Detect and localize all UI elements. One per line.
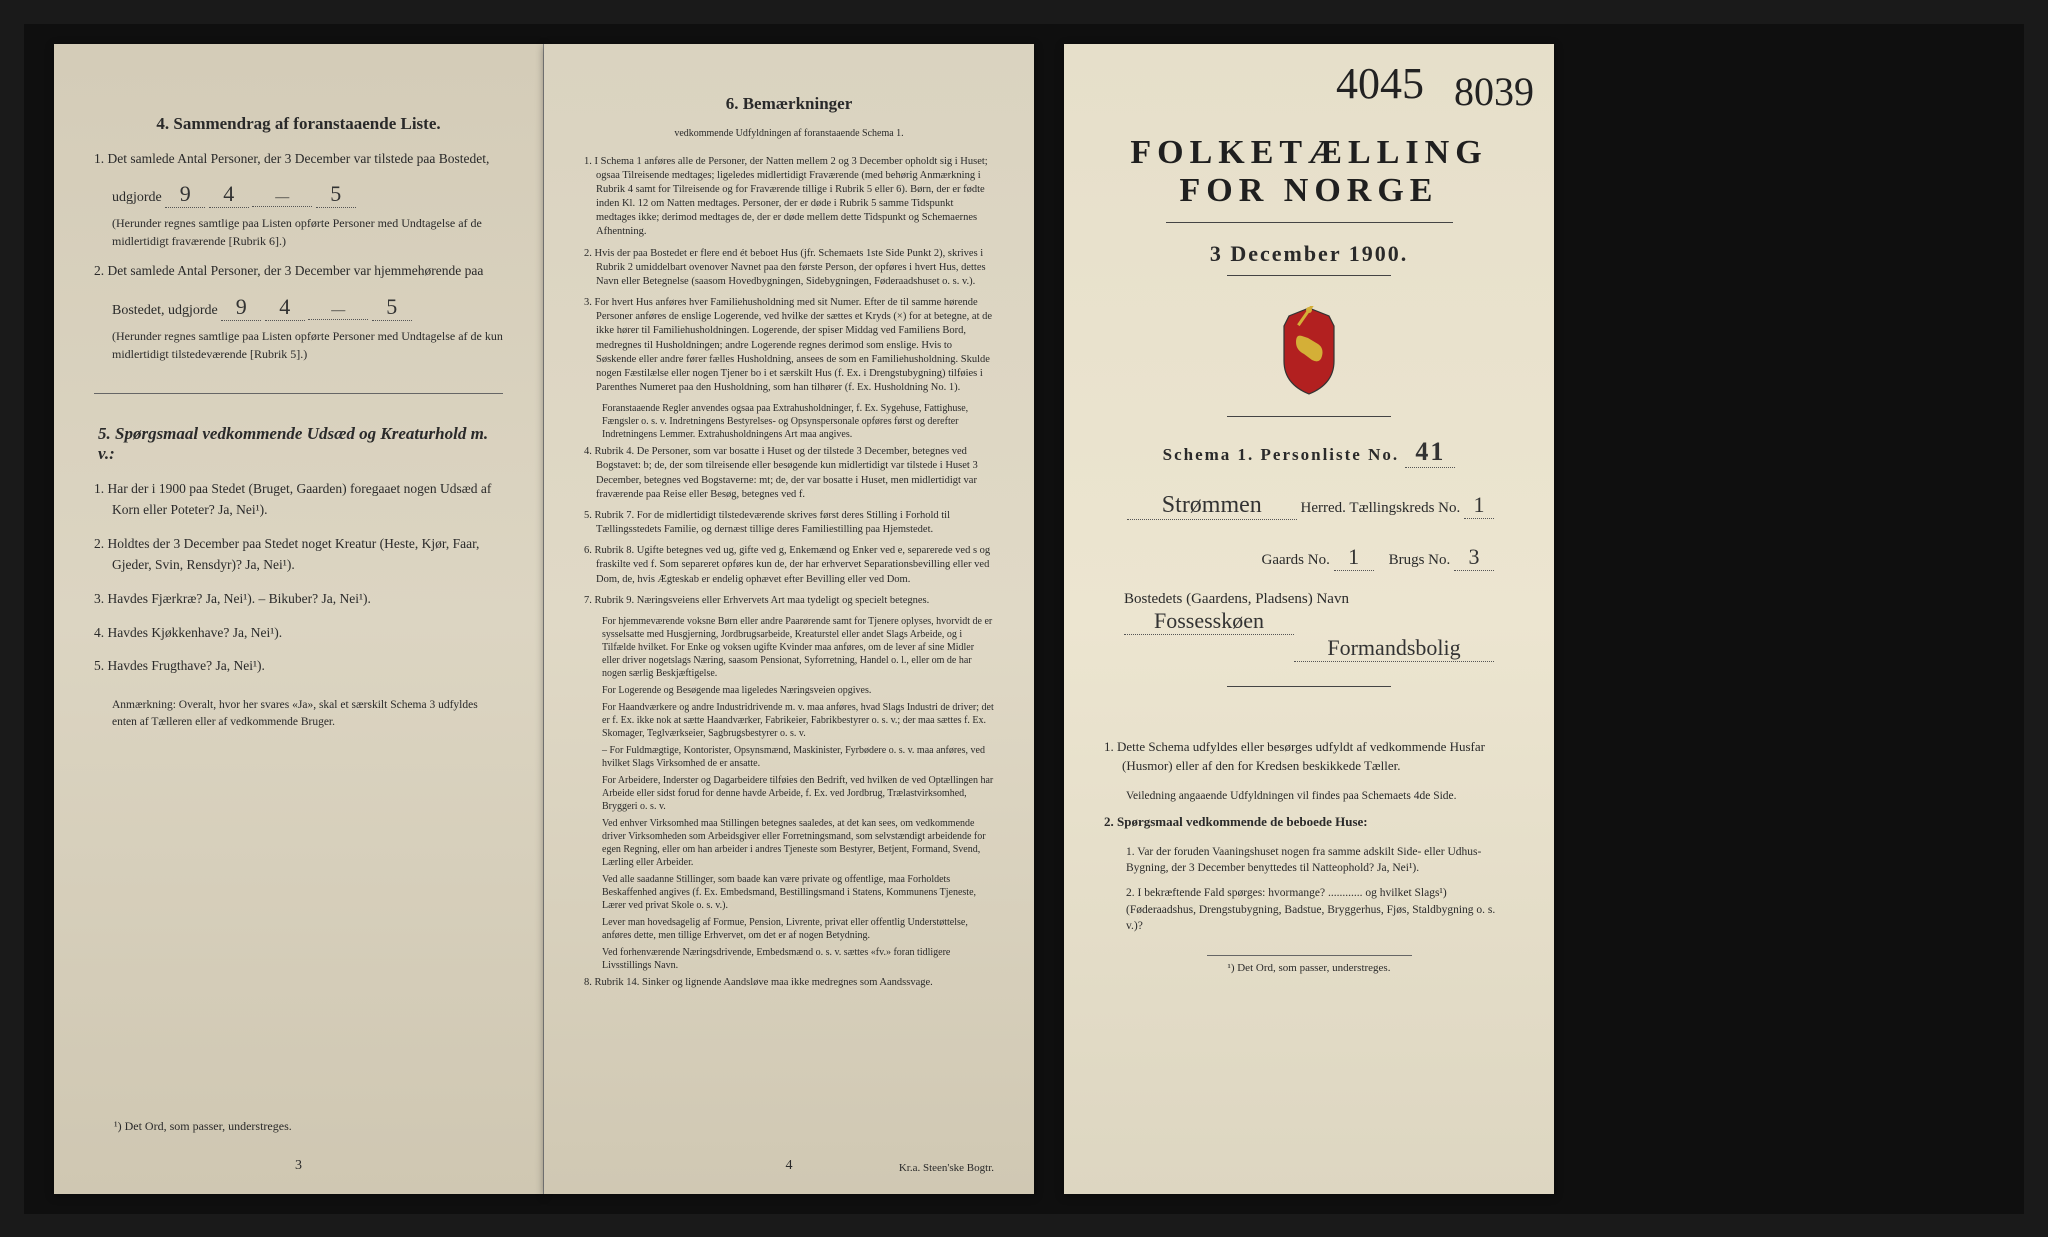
- hw-gaards-no: 1: [1334, 544, 1374, 571]
- footnote-right: ¹) Det Ord, som passer, understreges.: [1104, 962, 1514, 974]
- census-date: 3 December 1900.: [1104, 241, 1514, 267]
- q3-fjaerkrae: 3. Havdes Fjærkræ? Ja, Nei¹). – Bikuber?…: [94, 588, 503, 610]
- instruction-2-2: 2. I bekræftende Fald spørges: hvormange…: [1126, 885, 1514, 935]
- hw-annotation-8039: 8039: [1454, 68, 1534, 115]
- page-3-summary: 4. Sammendrag af foranstaaende Liste. 1.…: [54, 44, 544, 1194]
- schema-line: Schema 1. Personliste No. 41: [1104, 437, 1514, 468]
- section-5-heading: 5. Spørgsmaal vedkommende Udsæd og Kreat…: [98, 424, 503, 464]
- note-7h: Ved alle saadanne Stillinger, som baade …: [602, 873, 994, 912]
- note-7i: Lever man hovedsagelig af Formue, Pensio…: [602, 916, 994, 942]
- q2-kreatur: 2. Holdtes der 3 December paa Stedet nog…: [94, 533, 503, 576]
- page-4-bemaerkninger: 6. Bemærkninger vedkommende Udfyldningen…: [544, 44, 1034, 1194]
- note-7e: – For Fuldmægtige, Kontorister, Opsynsmæ…: [602, 744, 994, 770]
- census-title: FOLKETÆLLING FOR NORGE: [1104, 134, 1514, 210]
- q5-frugthave: 5. Havdes Frugthave? Ja, Nei¹).: [94, 655, 503, 677]
- hw-count-1b: 4: [209, 181, 249, 208]
- schema-label: Schema 1. Personliste No.: [1163, 445, 1400, 464]
- note-2: 2. Hvis der paa Bostedet er flere end ét…: [584, 247, 994, 290]
- gaards-label: Gaards No.: [1262, 552, 1330, 568]
- hw-count-2a: 9: [221, 294, 261, 321]
- hw-bosted-1: Fossesskøen: [1124, 608, 1294, 635]
- herred-label: Herred. Tællingskreds No.: [1301, 500, 1461, 516]
- section-6-heading: 6. Bemærkninger: [584, 94, 994, 114]
- instruction-2: 2. Spørgsmaal vedkommende de beboede Hus…: [1104, 812, 1514, 832]
- section-4-heading: 4. Sammendrag af foranstaaende Liste.: [94, 114, 503, 134]
- note-1: 1. I Schema 1 anføres alle de Personer, …: [584, 155, 994, 240]
- hw-brugs-no: 3: [1454, 544, 1494, 571]
- page-number-3: 3: [295, 1158, 302, 1174]
- q4-kjokkenhave: 4. Havdes Kjøkkenhave? Ja, Nei¹).: [94, 622, 503, 644]
- hw-bosted-2: Formandsbolig: [1294, 635, 1494, 662]
- note-5: 5. Rubrik 7. For de midlertidigt tilsted…: [584, 509, 994, 537]
- q1-udsaed: 1. Har der i 1900 paa Stedet (Bruget, Ga…: [94, 478, 503, 521]
- item-1-prefix: udgjorde: [112, 190, 162, 205]
- anmaerkning: Anmærkning: Overalt, hvor her svares «Ja…: [112, 697, 503, 732]
- note-7f: For Arbeidere, Inderster og Dagarbeidere…: [602, 774, 994, 813]
- item-2-hjemmehorende: 2. Det samlede Antal Personer, der 3 Dec…: [94, 260, 503, 282]
- note-4: 4. Rubrik 4. De Personer, som var bosatt…: [584, 445, 994, 502]
- section-6-subtitle: vedkommende Udfyldningen af foranstaaend…: [584, 128, 994, 139]
- note-6: 6. Rubrik 8. Ugifte betegnes ved ug, gif…: [584, 544, 994, 587]
- note-3: 3. For hvert Hus anføres hver Familiehus…: [584, 296, 994, 395]
- hw-count-2b: 4: [265, 294, 305, 321]
- hw-count-1a: 9: [165, 181, 205, 208]
- note-8: 8. Rubrik 14. Sinker og lignende Aandslø…: [584, 976, 994, 990]
- bosted-line: Bostedets (Gaardens, Pladsens) Navn Foss…: [1124, 591, 1494, 635]
- brugs-label: Brugs No.: [1389, 552, 1451, 568]
- herred-line: Strømmen Herred. Tællingskreds No. 1: [1124, 492, 1494, 520]
- item-2-note: (Herunder regnes samtlige paa Listen opf…: [112, 327, 503, 363]
- item-2-prefix: Bostedet, udgjorde: [112, 303, 218, 318]
- hw-count-1c: 5: [316, 181, 356, 208]
- divider: [94, 393, 503, 394]
- instruction-1-note: Veiledning angaaende Udfyldningen vil fi…: [1126, 788, 1514, 805]
- page-1-title-page: 4045 8039 FOLKETÆLLING FOR NORGE 3 Decem…: [1064, 44, 1554, 1194]
- scanned-document-spread: 4. Sammendrag af foranstaaende Liste. 1.…: [24, 24, 2024, 1214]
- item-1-note: (Herunder regnes samtlige paa Listen opf…: [112, 214, 503, 250]
- item-2-text: 2. Det samlede Antal Personer, der 3 Dec…: [94, 263, 483, 278]
- note-7c: For Logerende og Besøgende maa ligeledes…: [602, 684, 994, 697]
- hw-personliste-no: 41: [1405, 437, 1455, 468]
- instruction-1: 1. Dette Schema udfyldes eller besørges …: [1104, 737, 1514, 776]
- gaards-line: Gaards No. 1 Brugs No. 3: [1124, 544, 1494, 571]
- item-1-text: 1. Det samlede Antal Personer, der 3 Dec…: [94, 151, 489, 166]
- note-7j: Ved forhenværende Næringsdrivende, Embed…: [602, 946, 994, 972]
- note-7: 7. Rubrik 9. Næringsveiens eller Erhverv…: [584, 594, 994, 608]
- note-7d: For Haandværkere og andre Industridriven…: [602, 701, 994, 740]
- instruction-2-1: 1. Var der foruden Vaaningshuset nogen f…: [1126, 844, 1514, 877]
- item-1-tilstede: 1. Det samlede Antal Personer, der 3 Dec…: [94, 148, 503, 170]
- footnote-1: ¹) Det Ord, som passer, understreges.: [114, 1111, 292, 1134]
- norway-coat-of-arms-icon: [1274, 306, 1344, 396]
- bosted-label: Bostedets (Gaardens, Pladsens) Navn: [1124, 591, 1349, 607]
- note-7g: Ved enhver Virksomhed maa Stillingen bet…: [602, 817, 994, 869]
- hw-count-2c: 5: [372, 294, 412, 321]
- printer-credit: Kr.a. Steen'ske Bogtr.: [899, 1162, 994, 1174]
- page-number-4: 4: [786, 1158, 793, 1174]
- note-7b: For hjemmeværende voksne Børn eller andr…: [602, 615, 994, 680]
- hw-herred: Strømmen: [1127, 492, 1297, 520]
- hw-annotation-4045: 4045: [1336, 58, 1424, 109]
- note-3b: Foranstaaende Regler anvendes ogsaa paa …: [602, 402, 994, 441]
- hw-tkreds: 1: [1464, 492, 1494, 519]
